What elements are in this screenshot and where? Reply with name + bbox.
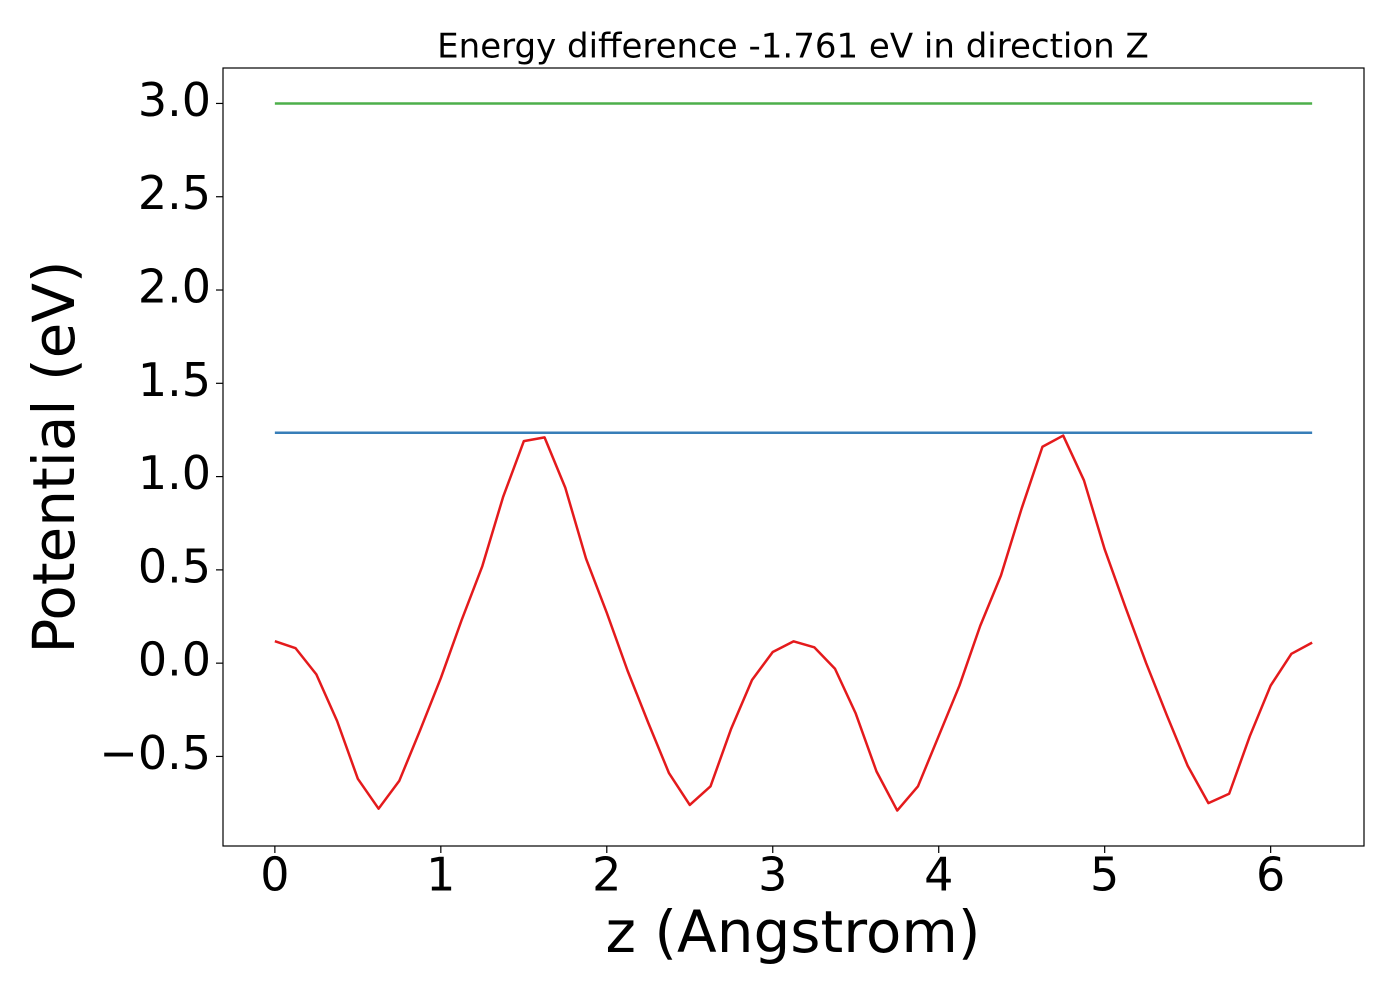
x-axis-label: z (Angstrom) <box>606 898 981 966</box>
y-tick-label: 0.0 <box>138 633 211 687</box>
x-tick-label: 5 <box>1090 848 1119 902</box>
line-series <box>274 434 1313 812</box>
x-tick-label: 4 <box>924 848 953 902</box>
x-tick-label: 2 <box>592 848 621 902</box>
y-tick-label: 1.0 <box>138 446 211 500</box>
y-tick-label: 0.5 <box>138 539 211 593</box>
y-axis-label: Potential (eV) <box>20 260 88 653</box>
y-tick-label: 1.5 <box>138 353 211 407</box>
x-tick-label: 6 <box>1256 848 1285 902</box>
x-tick-label: 0 <box>260 848 289 902</box>
y-tick-label: −0.5 <box>99 726 211 780</box>
chart-title: Energy difference -1.761 eV in direction… <box>437 27 1149 67</box>
plot-frame <box>222 67 1365 847</box>
y-tick-label: 2.5 <box>138 166 211 220</box>
x-tick-label: 1 <box>426 848 455 902</box>
y-tick-label: 3.0 <box>138 73 211 127</box>
y-tick-label: 2.0 <box>138 260 211 314</box>
x-tick-label: 3 <box>758 848 787 902</box>
